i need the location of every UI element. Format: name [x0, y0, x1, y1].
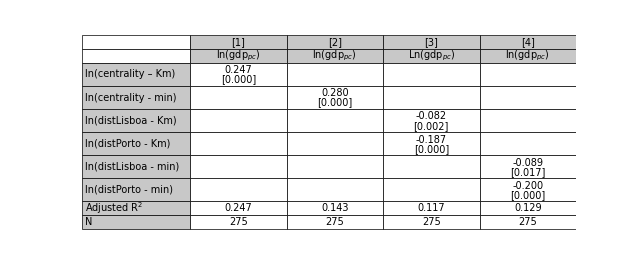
Text: [0.000]: [0.000]	[413, 144, 449, 154]
Text: [4]: [4]	[521, 37, 534, 47]
Text: N: N	[84, 217, 92, 227]
Bar	[383, 155, 479, 178]
Bar	[383, 215, 479, 229]
Text: ln(centrality - min): ln(centrality - min)	[84, 92, 176, 102]
Bar	[287, 155, 383, 178]
Text: 275: 275	[229, 217, 248, 227]
Bar	[81, 63, 190, 86]
Text: ln(distPorto - min): ln(distPorto - min)	[84, 185, 173, 195]
Text: ln(distPorto - Km): ln(distPorto - Km)	[84, 139, 170, 149]
Bar	[287, 109, 383, 132]
Text: 0.280: 0.280	[321, 88, 349, 98]
Bar	[383, 49, 479, 63]
Bar	[81, 215, 190, 229]
Text: Ln(gdp$_{pc}$): Ln(gdp$_{pc}$)	[408, 49, 455, 63]
Text: [0.017]: [0.017]	[510, 167, 545, 177]
Bar	[479, 155, 576, 178]
Bar	[383, 63, 479, 86]
Bar	[81, 178, 190, 202]
Text: -0.089: -0.089	[512, 158, 543, 168]
Bar	[190, 35, 287, 49]
Bar	[383, 132, 479, 155]
Bar	[479, 63, 576, 86]
Bar	[190, 132, 287, 155]
Bar	[81, 132, 190, 155]
Bar	[81, 109, 190, 132]
Bar	[190, 49, 287, 63]
Bar	[190, 215, 287, 229]
Bar	[479, 132, 576, 155]
Bar	[383, 109, 479, 132]
Bar	[190, 178, 287, 202]
Text: [0.000]: [0.000]	[510, 190, 545, 200]
Text: ln(gdp$_{pc}$): ln(gdp$_{pc}$)	[312, 49, 357, 63]
Text: ln(gdp$_{pc}$): ln(gdp$_{pc}$)	[506, 49, 550, 63]
Bar	[287, 132, 383, 155]
Text: 275: 275	[325, 217, 344, 227]
Bar	[479, 215, 576, 229]
Text: 0.143: 0.143	[321, 203, 349, 213]
Bar	[81, 86, 190, 109]
Text: ln(distLisboa - Km): ln(distLisboa - Km)	[84, 116, 176, 126]
Text: [0.002]: [0.002]	[413, 121, 449, 131]
Bar	[190, 155, 287, 178]
Text: -0.200: -0.200	[512, 181, 543, 191]
Bar	[287, 35, 383, 49]
Bar	[81, 155, 190, 178]
Bar	[190, 63, 287, 86]
Text: ln(centrality – Km): ln(centrality – Km)	[84, 69, 175, 80]
Text: [3]: [3]	[424, 37, 438, 47]
Text: -0.082: -0.082	[416, 111, 447, 122]
Text: 275: 275	[518, 217, 537, 227]
Text: [0.000]: [0.000]	[317, 98, 353, 108]
Text: 0.129: 0.129	[514, 203, 541, 213]
Bar	[287, 215, 383, 229]
Bar	[287, 202, 383, 215]
Bar	[479, 86, 576, 109]
Text: 275: 275	[422, 217, 441, 227]
Bar	[479, 35, 576, 49]
Bar	[81, 49, 190, 63]
Text: ln(distLisboa - min): ln(distLisboa - min)	[84, 162, 179, 172]
Bar	[479, 178, 576, 202]
Text: 0.247: 0.247	[225, 65, 252, 75]
Text: -0.187: -0.187	[416, 135, 447, 144]
Bar	[81, 35, 190, 49]
Bar	[190, 109, 287, 132]
Bar	[287, 49, 383, 63]
Text: 0.247: 0.247	[225, 203, 252, 213]
Text: [2]: [2]	[328, 37, 342, 47]
Bar	[287, 86, 383, 109]
Bar	[383, 178, 479, 202]
Text: Adjusted R$^2$: Adjusted R$^2$	[84, 200, 143, 216]
Text: [0.000]: [0.000]	[221, 74, 256, 85]
Text: ln(gdp$_{pc}$): ln(gdp$_{pc}$)	[216, 49, 260, 63]
Bar	[383, 86, 479, 109]
Bar	[287, 63, 383, 86]
Bar	[81, 202, 190, 215]
Bar	[383, 202, 479, 215]
Bar	[190, 86, 287, 109]
Bar	[479, 109, 576, 132]
Text: 0.117: 0.117	[417, 203, 445, 213]
Bar	[479, 202, 576, 215]
Text: [1]: [1]	[231, 37, 245, 47]
Bar	[383, 35, 479, 49]
Bar	[479, 49, 576, 63]
Bar	[190, 202, 287, 215]
Bar	[287, 178, 383, 202]
